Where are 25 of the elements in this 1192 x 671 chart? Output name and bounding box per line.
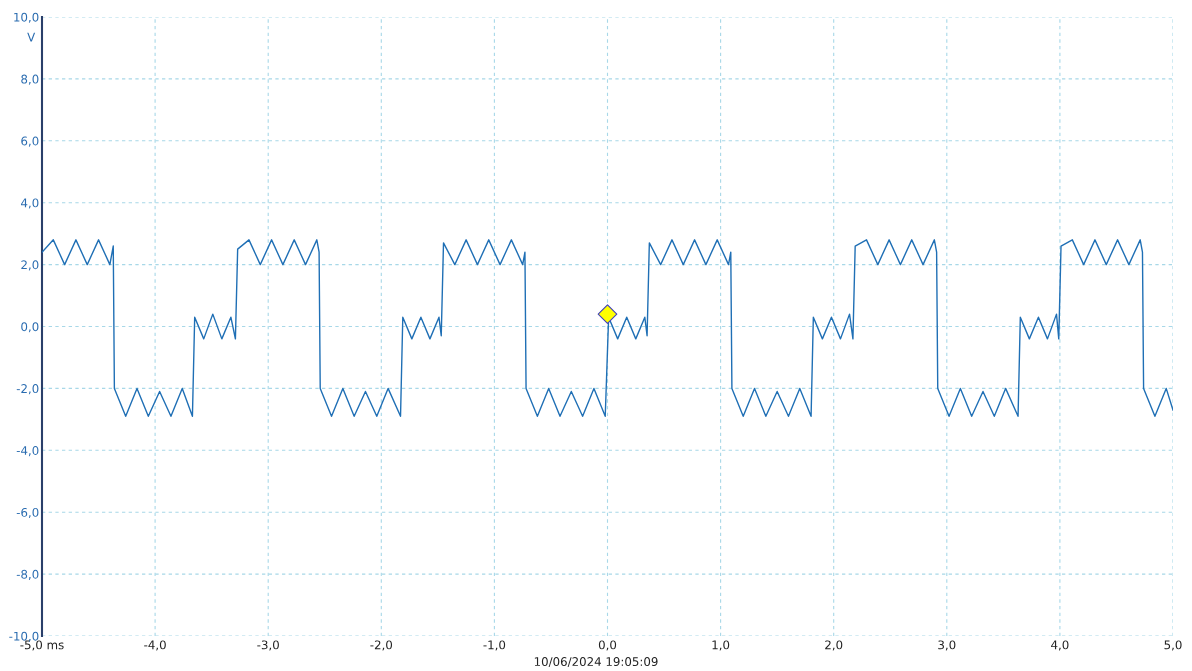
x-tick-label: 4,0 <box>1051 640 1069 651</box>
x-tick-label: -3,0 <box>257 640 279 651</box>
x-tick-label: 3,0 <box>938 640 956 651</box>
y-tick-label: -6,0 <box>16 507 39 519</box>
y-tick-label: -8,0 <box>16 569 39 580</box>
x-tick-label: -4,0 <box>144 640 166 651</box>
y-tick-label: 2,0 <box>21 260 39 271</box>
y-tick-label: 10,0 <box>14 12 39 23</box>
y-tick-label: -2,0 <box>16 384 39 395</box>
y-tick-label: -4,0 <box>16 446 39 457</box>
x-tick-label: 5,0 <box>1164 640 1182 651</box>
line-series <box>42 239 1173 417</box>
y-tick-label: 6,0 <box>21 136 39 147</box>
x-tick-label: -1,0 <box>483 640 506 651</box>
y-tick-label: 0,0 <box>21 322 39 333</box>
text: 10/06/2024 19:05:09 <box>534 657 658 667</box>
y-axis-title: V <box>27 32 36 42</box>
y-tick-label: 8,0 <box>21 74 39 85</box>
y-tick-label: -10,0 <box>9 631 39 642</box>
x-tick-label: 1,0 <box>712 640 730 651</box>
x-tick-label: 0,0 <box>598 640 617 651</box>
x-tick-label: -2,0 <box>370 640 393 651</box>
y-tick-label: 4,0 <box>21 198 39 209</box>
x-tick-label: -5,0 ms <box>20 640 64 651</box>
x-tick-label: 2,0 <box>825 640 843 651</box>
